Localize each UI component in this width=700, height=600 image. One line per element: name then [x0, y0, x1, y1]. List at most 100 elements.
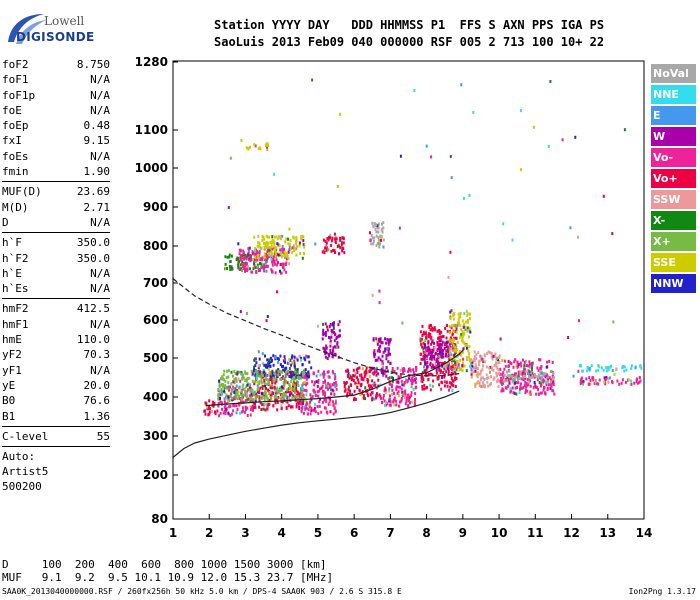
- echo-point: [468, 335, 470, 339]
- echo-point: [266, 397, 269, 401]
- echo-point: [517, 378, 519, 382]
- echo-point: [258, 241, 261, 245]
- echo-point: [244, 372, 247, 375]
- echo-point: [265, 245, 268, 249]
- echo-point: [464, 328, 467, 332]
- echo-point: [281, 385, 283, 389]
- echo-point: [582, 380, 585, 384]
- echo-point: [442, 352, 445, 356]
- echo-point: [421, 387, 424, 391]
- param-key: fxI: [2, 134, 22, 148]
- echo-point: [234, 377, 237, 381]
- echo-point: [324, 379, 326, 383]
- echo-point: [281, 265, 284, 269]
- echo-point: [265, 269, 268, 273]
- echo-point: [249, 405, 252, 409]
- echo-point: [322, 392, 325, 396]
- echo-point: [449, 345, 452, 349]
- echo-point: [305, 354, 308, 358]
- echo-point: [308, 360, 311, 364]
- echo-point: [389, 361, 392, 365]
- echo-point: [249, 390, 252, 394]
- echo-point: [300, 356, 303, 360]
- echo-point: [490, 352, 493, 356]
- echo-point: [316, 384, 319, 388]
- echo-point: [432, 348, 435, 352]
- echo-point: [374, 227, 377, 231]
- echo-point: [607, 377, 610, 381]
- echo-point: [321, 250, 324, 254]
- echo-point: [287, 256, 290, 260]
- echo-point: [233, 404, 236, 408]
- echo-point: [393, 391, 395, 395]
- echo-point: [361, 390, 364, 394]
- echo-point: [251, 394, 254, 398]
- echo-point: [468, 193, 471, 197]
- echo-point: [223, 397, 226, 401]
- echo-point: [229, 260, 232, 263]
- echo-point: [222, 384, 224, 388]
- echo-point: [336, 245, 339, 248]
- echo-point: [635, 380, 638, 383]
- param-value: 110.0: [76, 333, 110, 347]
- echo-point: [330, 388, 332, 392]
- echo-point: [454, 363, 457, 366]
- echo-point: [375, 243, 378, 247]
- echo-point: [248, 385, 251, 389]
- echo-point: [329, 403, 332, 406]
- param-key: foE: [2, 103, 22, 117]
- echo-point: [525, 364, 528, 367]
- echo-point: [288, 227, 291, 231]
- echo-point: [504, 364, 507, 368]
- echo-point: [502, 379, 505, 383]
- echo-point: [227, 399, 230, 402]
- echo-point: [343, 251, 346, 255]
- echo-point: [439, 351, 441, 354]
- echo-point: [300, 409, 303, 413]
- echo-point: [279, 370, 282, 374]
- param-value: 412.5: [76, 302, 110, 316]
- echo-point: [517, 372, 520, 376]
- echo-point: [430, 324, 432, 327]
- echo-point: [425, 336, 427, 340]
- echo-point: [443, 375, 446, 379]
- echo-point: [515, 363, 518, 367]
- echo-point: [539, 384, 542, 388]
- echo-point: [446, 348, 449, 352]
- echo-point: [459, 350, 462, 353]
- x-tick-label: 4: [278, 526, 286, 540]
- echo-point: [256, 265, 259, 269]
- echo-point: [316, 390, 319, 394]
- echo-point: [331, 332, 334, 336]
- echo-point: [260, 247, 263, 251]
- echo-point: [373, 397, 376, 401]
- echo-point: [428, 326, 431, 330]
- echo-point: [428, 324, 431, 328]
- echo-point: [285, 261, 288, 265]
- echo-point: [437, 376, 440, 380]
- echo-point: [425, 351, 428, 355]
- echo-point: [375, 395, 378, 399]
- echo-point: [423, 357, 426, 361]
- profile-curve: [172, 390, 460, 458]
- echo-point: [378, 338, 381, 342]
- echo-point: [232, 409, 235, 413]
- echo-point: [318, 404, 321, 408]
- echo-point: [466, 358, 469, 362]
- echo-point: [268, 399, 271, 402]
- param-divider: [2, 425, 110, 427]
- echo-point: [373, 370, 376, 374]
- echo-point: [438, 336, 441, 339]
- echo-point: [386, 338, 389, 341]
- echo-point: [372, 338, 375, 342]
- echo-point: [293, 359, 296, 363]
- echo-point: [423, 360, 426, 364]
- echo-point: [479, 372, 482, 376]
- echo-point: [269, 393, 272, 397]
- echo-point: [264, 263, 267, 267]
- echo-point: [451, 324, 453, 328]
- echo-point: [251, 408, 254, 412]
- echo-point: [325, 385, 327, 389]
- param-value: N/A: [90, 282, 110, 296]
- echo-point: [334, 399, 337, 403]
